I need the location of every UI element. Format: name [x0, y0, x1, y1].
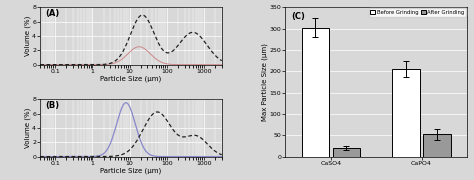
Y-axis label: Volume (%): Volume (%) — [24, 108, 31, 148]
Y-axis label: Max Particle Size (μm): Max Particle Size (μm) — [262, 43, 268, 121]
Bar — [301, 28, 329, 157]
Legend: Before Grinding, After Grinding: Before Grinding, After Grinding — [369, 8, 466, 17]
Text: (C): (C) — [291, 12, 305, 21]
X-axis label: Particle Size (μm): Particle Size (μm) — [100, 167, 162, 174]
Bar — [333, 148, 360, 157]
Text: (A): (A) — [46, 9, 60, 18]
X-axis label: Particle Size (μm): Particle Size (μm) — [100, 75, 162, 82]
Text: (B): (B) — [46, 101, 60, 110]
Bar — [392, 69, 419, 157]
Bar — [423, 134, 451, 157]
Y-axis label: Volume (%): Volume (%) — [24, 16, 31, 56]
